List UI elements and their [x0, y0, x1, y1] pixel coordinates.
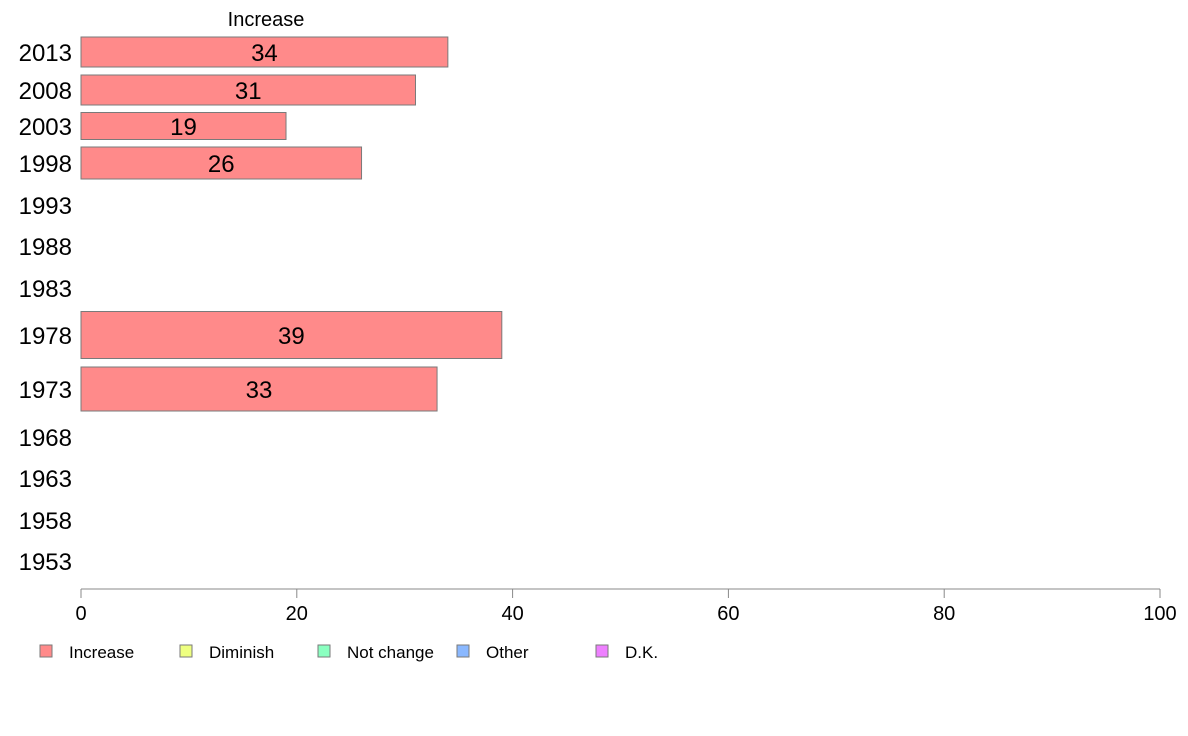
value-label: 33 — [246, 377, 273, 404]
year-label: 1968 — [19, 425, 72, 452]
x-tick-label: 80 — [933, 603, 955, 625]
legend-swatch — [317, 644, 331, 658]
year-label: 1983 — [19, 276, 72, 303]
bar-1998 — [80, 146, 363, 180]
year-label: 2008 — [19, 78, 72, 105]
bar-1973 — [80, 366, 438, 412]
year-label: 1998 — [19, 151, 72, 178]
value-label: 26 — [208, 151, 235, 178]
x-tick-label: 20 — [286, 603, 308, 625]
x-tick-label: 100 — [1143, 603, 1176, 625]
year-label: 1993 — [19, 193, 72, 220]
year-label: 1958 — [19, 508, 72, 535]
x-tick-label: 0 — [75, 603, 86, 625]
legend-swatch — [595, 644, 609, 658]
year-label: 1988 — [19, 234, 72, 261]
bar-1978 — [80, 311, 503, 359]
value-label: 31 — [235, 78, 262, 105]
year-label: 1973 — [19, 377, 72, 404]
year-label: 1953 — [19, 549, 72, 576]
legend-swatch — [456, 644, 470, 658]
value-label: 39 — [278, 323, 305, 350]
legend-item: Diminish — [179, 643, 274, 662]
bar-2008 — [80, 74, 416, 106]
bar-2013 — [80, 36, 449, 68]
legend-item: Not change — [317, 643, 434, 662]
bar-2003 — [80, 112, 287, 140]
value-label: 19 — [170, 114, 197, 141]
year-label: 2013 — [19, 40, 72, 67]
year-labels-group: 2013 2008 2003 1998 1993 1988 1983 1978 1973 1968… — [19, 40, 72, 576]
legend-item: Other — [456, 643, 529, 662]
year-label: 1963 — [19, 466, 72, 493]
legend-label: Increase — [69, 643, 134, 662]
year-label: 1978 — [19, 323, 72, 350]
x-tick-label: 60 — [717, 603, 739, 625]
legend-label: Not change — [347, 643, 434, 662]
legend: Increase Diminish Not change Other D.K. — [39, 643, 658, 662]
legend-label: Other — [486, 643, 529, 662]
chart-title: Increase — [228, 9, 305, 31]
value-label: 34 — [251, 40, 278, 67]
x-tick-label: 40 — [501, 603, 523, 625]
legend-swatch — [39, 644, 53, 658]
year-label: 2003 — [19, 114, 72, 141]
legend-item: D.K. — [595, 643, 658, 662]
legend-label: Diminish — [209, 643, 274, 662]
legend-swatch — [179, 644, 193, 658]
x-axis: 0 20 40 60 80 100 — [75, 588, 1177, 625]
legend-item: Increase — [39, 643, 134, 662]
bars-group — [80, 36, 503, 412]
legend-label: D.K. — [625, 643, 658, 662]
